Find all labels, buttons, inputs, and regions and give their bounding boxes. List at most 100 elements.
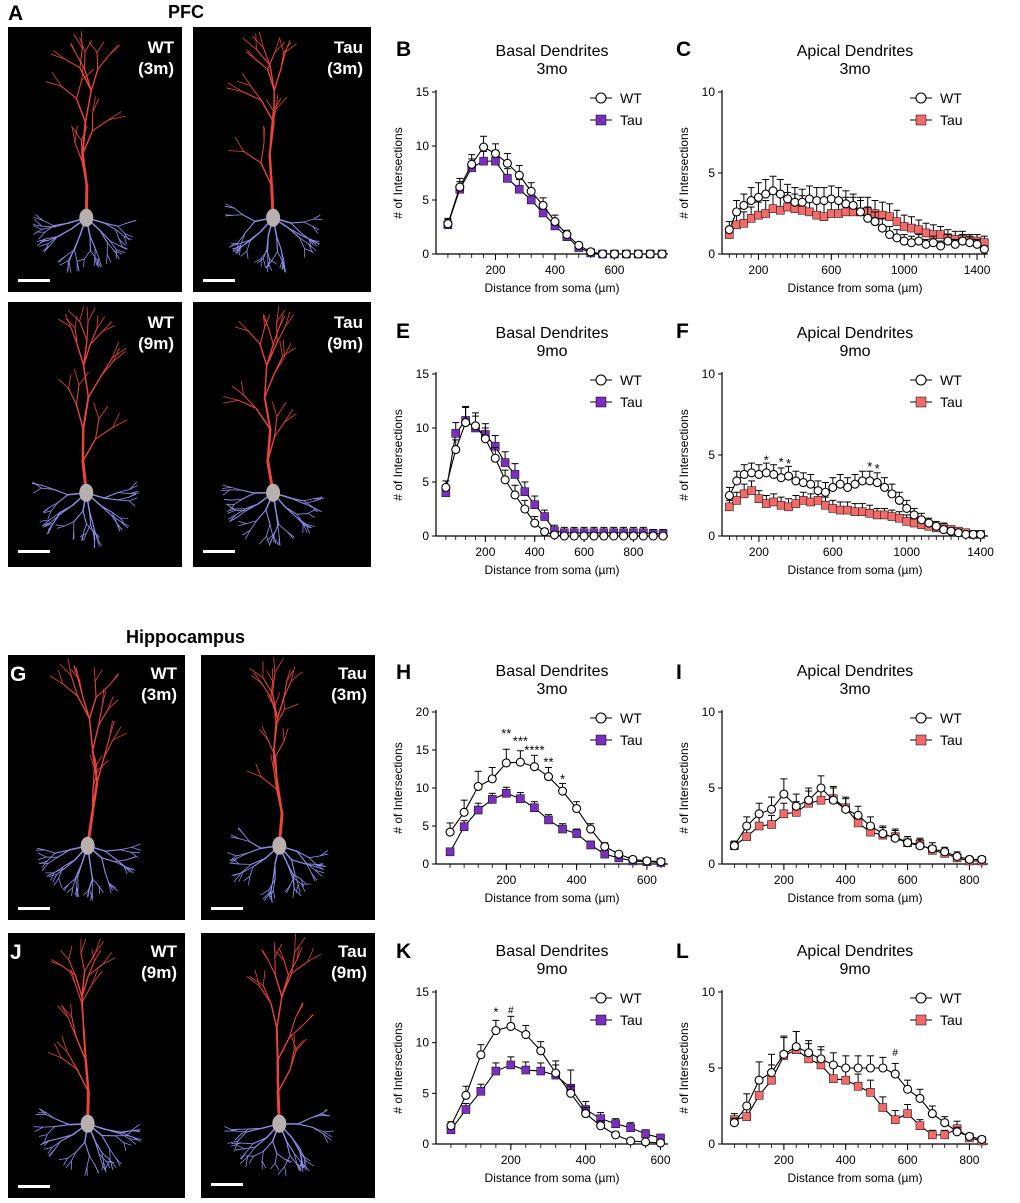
dendrite-segment (253, 1150, 264, 1157)
dendrite-segment (302, 522, 312, 529)
dendrite-segment (108, 720, 113, 739)
data-point-tau (880, 510, 889, 520)
data-point-wt (559, 531, 569, 541)
data-point-tau (473, 805, 483, 815)
data-point-wt (446, 1121, 456, 1131)
data-point-wt (775, 189, 785, 199)
apical-trunk (272, 749, 279, 784)
dendrite-segment (124, 233, 130, 241)
dendrite-segment (73, 34, 83, 49)
dendrite-segment (37, 856, 47, 861)
dendrite-segment (42, 220, 55, 227)
dendrite-segment (65, 318, 76, 329)
dendrite-segment (231, 857, 239, 864)
dendrite-segment (299, 1150, 303, 1164)
dendrite-segment (235, 1144, 245, 1150)
dendrite-segment (102, 952, 113, 965)
data-point-wt (791, 476, 801, 486)
dendrite-segment (262, 1140, 274, 1152)
data-point-tau (536, 1066, 546, 1076)
data-point-tau (544, 815, 553, 825)
data-point-wt (977, 1134, 987, 1144)
data-point-tau (776, 206, 785, 215)
data-point-wt (506, 1021, 516, 1032)
dendrite-segment (127, 220, 137, 224)
dendrite-segment (90, 524, 94, 535)
dendrite-segment (235, 508, 247, 515)
scale-bar (211, 907, 243, 910)
dendrite-segment (41, 226, 55, 230)
dendrite-segment (96, 537, 100, 547)
dendrite-segment (312, 1126, 324, 1135)
apical-trunk (263, 364, 268, 399)
dendrite-segment (297, 1123, 314, 1128)
dendrite-segment (270, 754, 275, 771)
dendrite-segment (67, 249, 75, 262)
dendrite-segment (56, 525, 65, 529)
dendrite-segment (242, 37, 257, 50)
dendrite-segment (284, 506, 297, 518)
dendrite-segment (93, 257, 96, 267)
dendrite-segment (47, 1138, 60, 1142)
chart-subtitle: 9mo (839, 961, 870, 978)
dendrite-segment (97, 54, 110, 70)
data-point-tau (515, 184, 524, 194)
data-point-wt (928, 238, 938, 248)
dendrite-segment (84, 1141, 90, 1157)
dendrite-segment (288, 1024, 304, 1039)
dendrite-segment (96, 41, 105, 53)
dendrite-segment (285, 314, 295, 327)
dendrite-segment (50, 872, 55, 881)
dendrite-segment (34, 218, 43, 227)
panel-letter-i: I (676, 661, 682, 684)
dendrite-segment (296, 850, 307, 864)
data-point-tau (725, 502, 734, 512)
dendrite-segment (109, 1159, 117, 1168)
data-point-wt (769, 469, 779, 479)
dendrite-segment (250, 857, 267, 865)
series-wt (445, 748, 666, 867)
data-point-tau (611, 1119, 620, 1128)
dendrite-segment (80, 30, 83, 49)
dendrite-segment (262, 248, 268, 260)
dendrite-segment (58, 866, 64, 879)
data-point-wt (739, 469, 749, 479)
dendrite-segment (53, 877, 60, 886)
dendrite-segment (229, 855, 237, 861)
dendrite-segment (235, 1148, 245, 1151)
dendrite-segment (222, 484, 232, 488)
dendrite-segment (293, 1039, 304, 1052)
dendrite-segment (59, 663, 72, 676)
dendrite-segment (35, 1126, 44, 1132)
dendrite-segment (246, 250, 249, 260)
legend-marker-tau (915, 396, 927, 408)
data-point-wt (461, 1090, 471, 1100)
apical-trunk (272, 89, 275, 124)
dendrite-segment (99, 229, 108, 244)
dendrite-segment (270, 1162, 276, 1170)
series-wt (729, 775, 987, 864)
dendrite-segment (58, 318, 72, 328)
dendrite-segment (234, 1140, 239, 1152)
dendrite-segment (44, 1146, 53, 1150)
dendrite-segment (268, 258, 270, 267)
legend-marker-wt (595, 992, 607, 1004)
dendrite-segment (91, 724, 100, 752)
dendrite-segment (71, 127, 76, 143)
dendrite-segment (39, 519, 50, 522)
chart-subtitle: 3mo (536, 61, 567, 78)
data-point-tau (503, 174, 512, 183)
significance-marker: * (867, 459, 872, 474)
dendrite-segment (285, 1140, 291, 1157)
dendrite-segment (293, 883, 295, 891)
dendrite-segment (108, 882, 113, 891)
dendrite-segment (295, 1038, 307, 1051)
data-point-tau (586, 840, 595, 850)
dendrite-segment (246, 51, 256, 60)
data-point-tau (445, 847, 455, 857)
data-point-wt (754, 469, 764, 479)
data-point-wt (480, 434, 490, 444)
data-point-wt (732, 207, 742, 217)
dendrite-segment (249, 976, 264, 987)
dendrite-segment (62, 859, 76, 868)
